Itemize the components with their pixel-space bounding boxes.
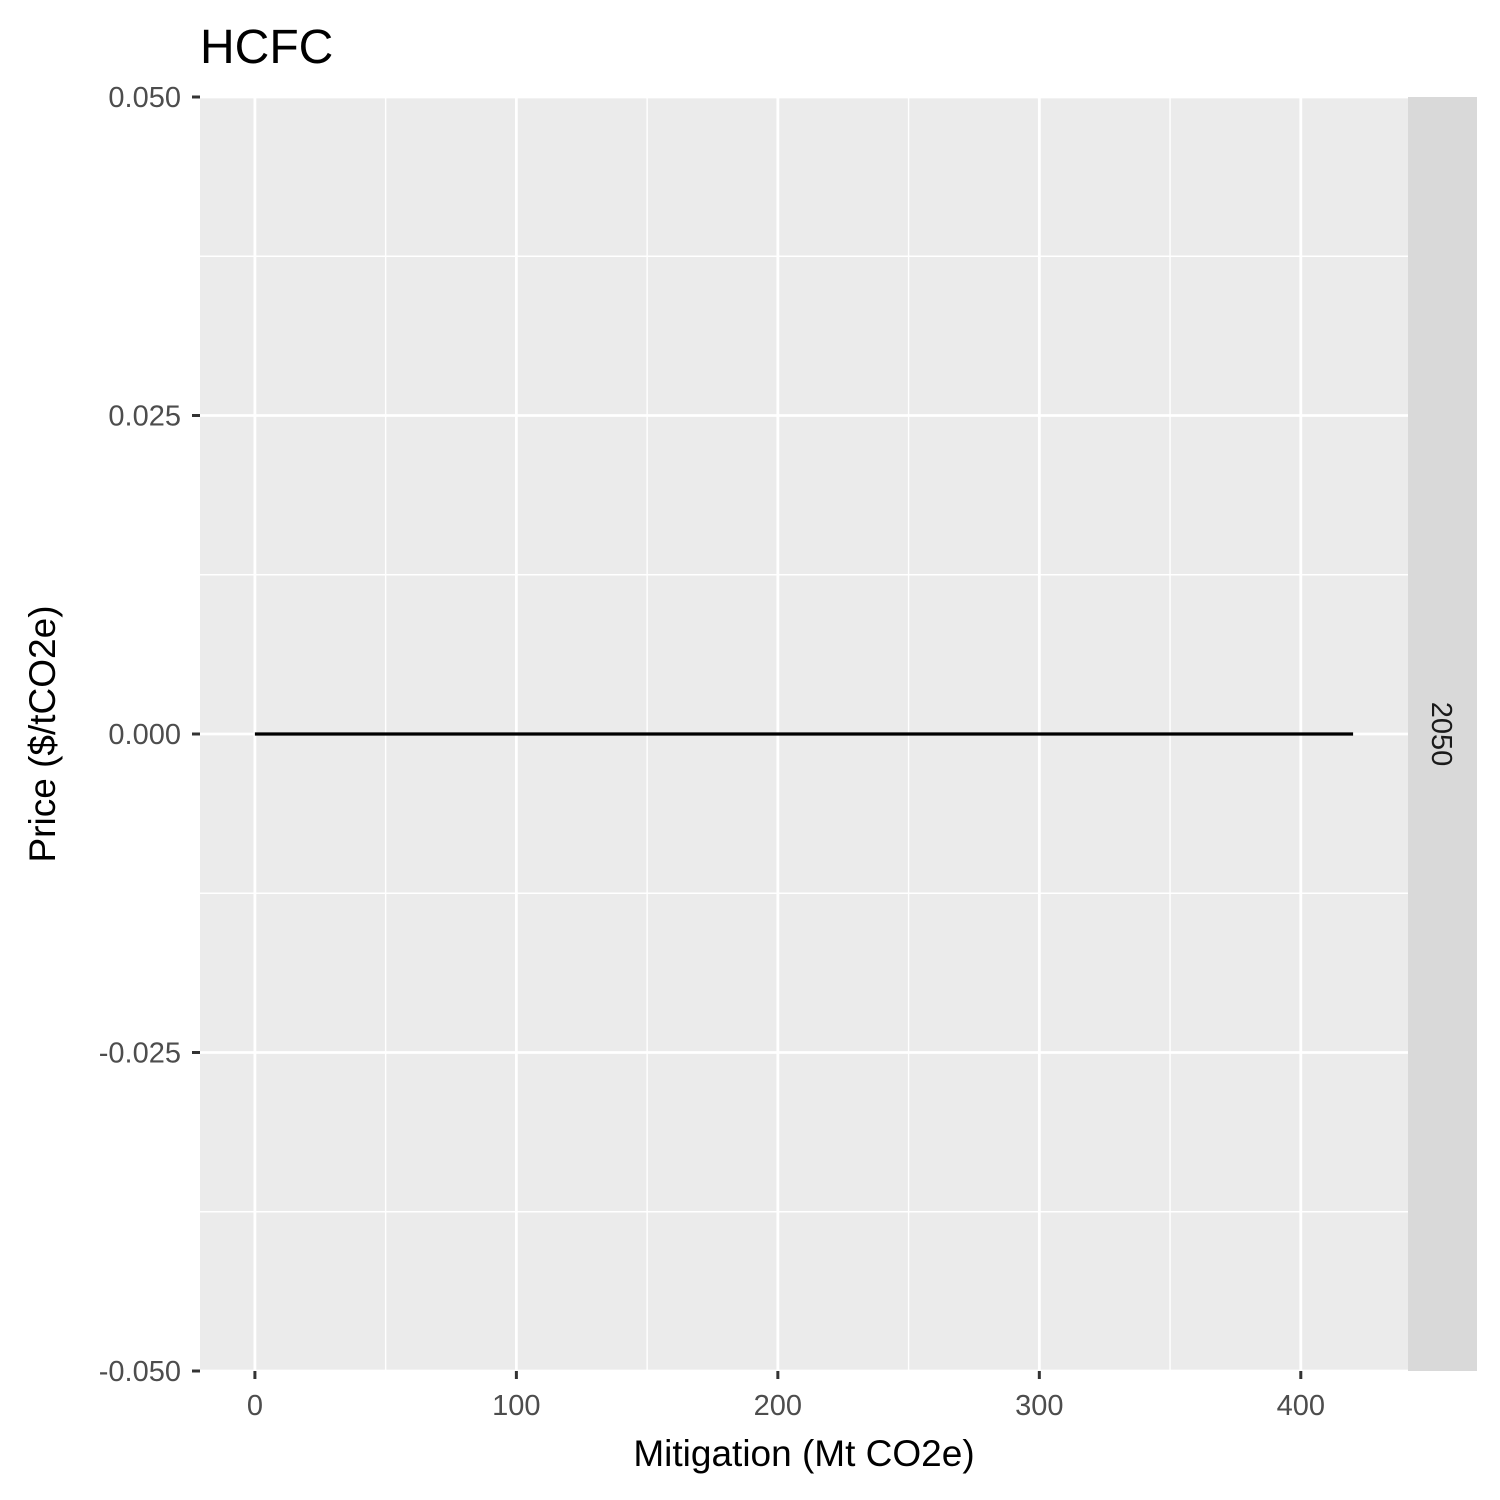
- x-tick-label-1: 100: [492, 1390, 540, 1422]
- x-axis-title: Mitigation (Mt CO2e): [633, 1433, 974, 1474]
- chart-title: HCFC: [200, 21, 333, 74]
- x-tick-label-2: 200: [754, 1390, 802, 1422]
- y-axis: 0.050 0.025 0.000 -0.025 -0.050: [99, 82, 200, 1388]
- y-axis-title: Price ($/tCO2e): [22, 605, 63, 862]
- y-tick-label-3: -0.025: [99, 1038, 181, 1070]
- y-tick-label-0: 0.050: [108, 82, 181, 114]
- x-tick-label-3: 300: [1015, 1390, 1063, 1422]
- y-tick-label-1: 0.025: [108, 401, 181, 433]
- facet-strip-label: 2050: [1425, 702, 1457, 767]
- y-tick-label-2: 0.000: [108, 719, 181, 751]
- x-axis: 0 100 200 300 400: [247, 1371, 1325, 1422]
- y-tick-label-4: -0.050: [99, 1356, 181, 1388]
- x-tick-label-0: 0: [247, 1390, 263, 1422]
- x-tick-label-4: 400: [1277, 1390, 1325, 1422]
- facet-strip: [1408, 97, 1477, 1371]
